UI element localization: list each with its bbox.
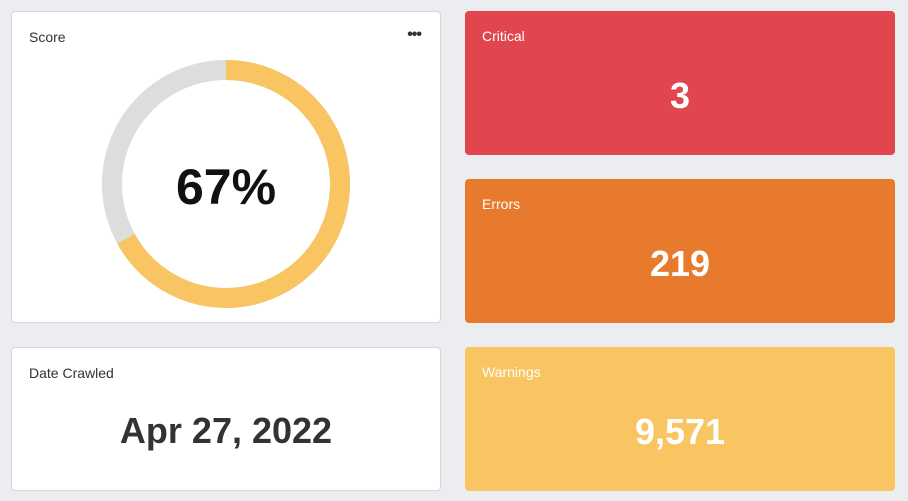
warnings-title: Warnings xyxy=(482,364,541,380)
critical-count: 3 xyxy=(669,75,691,116)
score-title: Score xyxy=(29,29,66,45)
critical-title: Critical xyxy=(482,28,525,44)
errors-title: Errors xyxy=(482,196,521,212)
critical-card[interactable]: Critical 3 xyxy=(465,11,895,155)
warnings-count: 9,571 xyxy=(634,411,726,452)
score-card: Score ••• 67% xyxy=(11,11,441,323)
more-horizontal-icon[interactable]: ••• xyxy=(407,26,422,43)
errors-count: 219 xyxy=(649,243,711,284)
score-value: 67% xyxy=(175,159,277,215)
score-donut-chart xyxy=(102,60,350,308)
date-crawled-card: Date Crawled Apr 27, 2022 xyxy=(11,347,441,491)
errors-card[interactable]: Errors 219 xyxy=(465,179,895,323)
score-donut-fill xyxy=(102,60,350,308)
date-crawled-title: Date Crawled xyxy=(29,365,114,381)
warnings-card[interactable]: Warnings 9,571 xyxy=(465,347,895,491)
date-crawled-value: Apr 27, 2022 xyxy=(119,410,333,451)
